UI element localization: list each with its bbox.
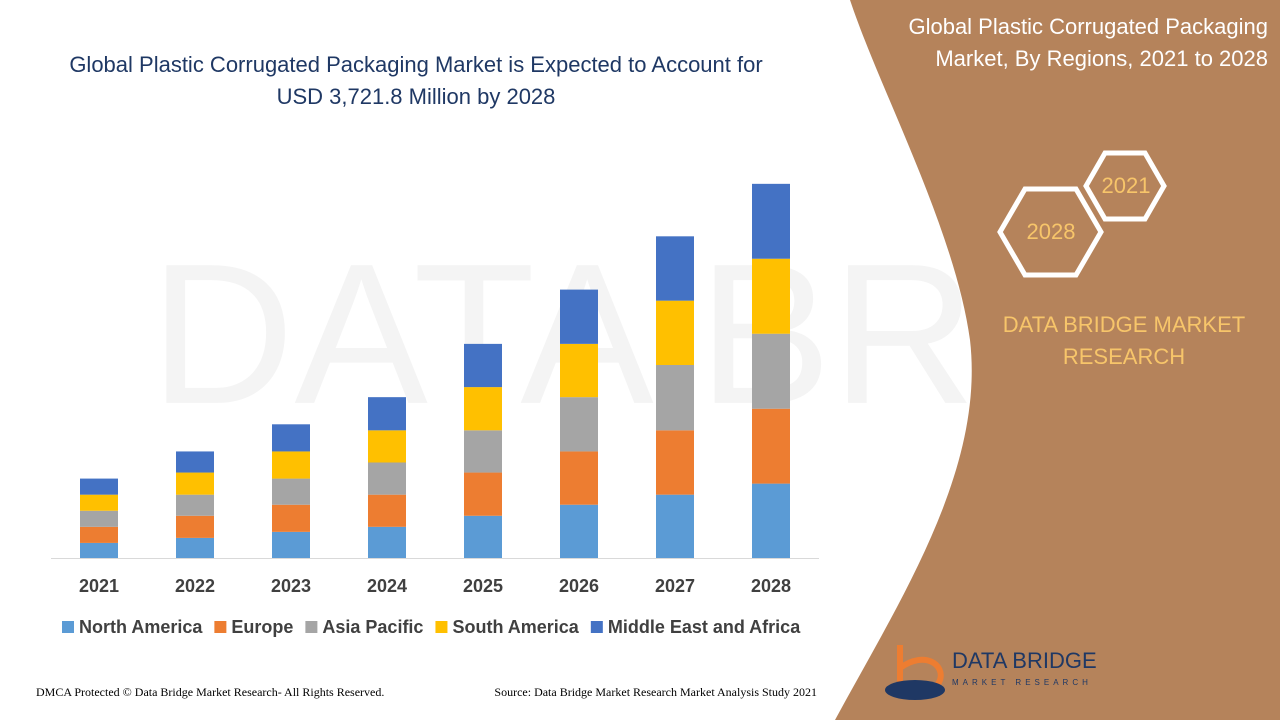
side-panel bbox=[835, 0, 1280, 720]
bar-segment bbox=[560, 343, 598, 398]
bar-segment bbox=[272, 478, 310, 505]
hexagon-label: 2028 bbox=[1027, 219, 1076, 244]
bar-segment bbox=[464, 430, 502, 473]
bar-segment bbox=[272, 424, 310, 452]
bar-segment bbox=[176, 515, 214, 538]
legend-label: South America bbox=[452, 617, 579, 637]
legend-swatch bbox=[305, 621, 318, 633]
bar-segment bbox=[464, 515, 502, 558]
bar-segment bbox=[176, 472, 214, 495]
legend-label: Europe bbox=[231, 617, 293, 637]
bar-segment bbox=[272, 451, 310, 479]
logo-tagline: MARKET RESEARCH bbox=[952, 678, 1092, 687]
bar-segment bbox=[272, 504, 310, 532]
chart-title-line1: Global Plastic Corrugated Packaging Mark… bbox=[69, 52, 762, 77]
bar-segment bbox=[176, 494, 214, 516]
x-tick-label: 2025 bbox=[463, 576, 503, 596]
x-tick-label: 2021 bbox=[79, 576, 119, 596]
logo-icon bbox=[885, 680, 945, 700]
hexagon bbox=[997, 186, 1104, 278]
bar-segment bbox=[656, 236, 694, 301]
legend-swatch bbox=[214, 621, 227, 633]
x-tick-label: 2026 bbox=[559, 576, 599, 596]
side-title-line2: Market, By Regions, 2021 to 2028 bbox=[935, 46, 1268, 71]
bar-segment bbox=[656, 494, 694, 558]
x-tick-label: 2023 bbox=[271, 576, 311, 596]
bar-segment bbox=[752, 258, 790, 334]
logo-name: DATA BRIDGE bbox=[952, 648, 1097, 673]
bar-segment bbox=[560, 289, 598, 344]
chart-title-line2: USD 3,721.8 Million by 2028 bbox=[277, 84, 556, 109]
legend-label: North America bbox=[79, 617, 203, 637]
bar-segment bbox=[368, 526, 406, 558]
bar-segment bbox=[80, 526, 118, 543]
bar-segment bbox=[752, 483, 790, 558]
bar-segment bbox=[752, 183, 790, 259]
brand-line1: DATA BRIDGE MARKET bbox=[1003, 312, 1245, 337]
bar-segment bbox=[272, 531, 310, 558]
bar-segment bbox=[80, 542, 118, 558]
bar-segment bbox=[560, 451, 598, 505]
bar-segment bbox=[752, 408, 790, 484]
side-title-line1: Global Plastic Corrugated Packaging bbox=[908, 14, 1268, 39]
bar-segment bbox=[656, 300, 694, 365]
bar-segment bbox=[80, 510, 118, 527]
bar-segment bbox=[176, 451, 214, 473]
footer-right: Source: Data Bridge Market Research Mark… bbox=[494, 685, 817, 699]
legend-swatch bbox=[435, 621, 448, 633]
bar-segment bbox=[752, 333, 790, 409]
x-tick-label: 2027 bbox=[655, 576, 695, 596]
bar-segment bbox=[368, 397, 406, 431]
bar-segment bbox=[464, 343, 502, 388]
legend-label: Middle East and Africa bbox=[608, 617, 801, 637]
bar-segment bbox=[560, 397, 598, 452]
brand-line2: RESEARCH bbox=[1063, 344, 1185, 369]
hexagon bbox=[1083, 150, 1167, 222]
footer-left: DMCA Protected © Data Bridge Market Rese… bbox=[36, 685, 384, 699]
bar-segment bbox=[464, 472, 502, 516]
hexagon-label: 2021 bbox=[1102, 173, 1151, 198]
bar-segment bbox=[464, 387, 502, 431]
bar-segment bbox=[80, 494, 118, 511]
bar-segment bbox=[368, 462, 406, 495]
bar-segment bbox=[560, 504, 598, 558]
legend-swatch bbox=[590, 621, 603, 633]
bar-segment bbox=[656, 430, 694, 495]
x-tick-label: 2028 bbox=[751, 576, 791, 596]
bar-segment bbox=[656, 364, 694, 431]
x-tick-label: 2024 bbox=[367, 576, 407, 596]
bar-segment bbox=[368, 494, 406, 527]
bar-segment bbox=[80, 478, 118, 495]
bar-segment bbox=[368, 430, 406, 463]
bar-segment bbox=[176, 537, 214, 558]
x-tick-label: 2022 bbox=[175, 576, 215, 596]
legend-swatch bbox=[62, 621, 74, 633]
legend-label: Asia Pacific bbox=[322, 617, 423, 637]
